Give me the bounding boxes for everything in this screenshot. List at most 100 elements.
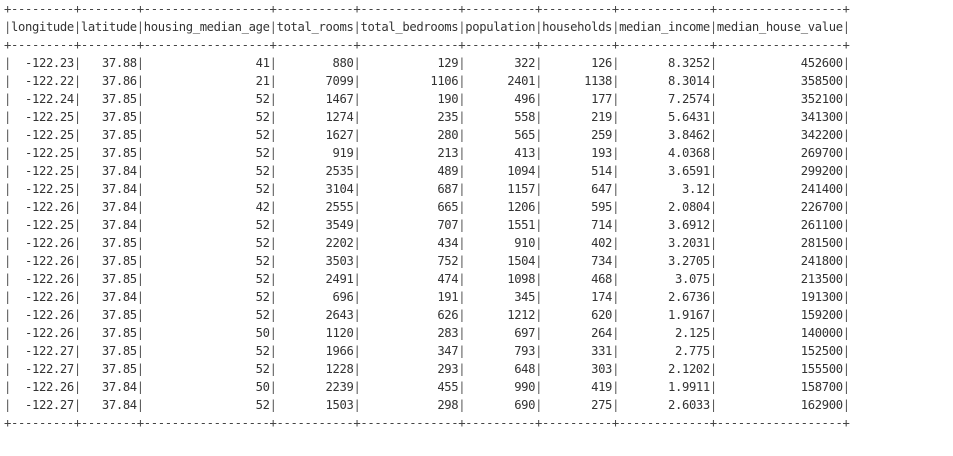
- table-row: | -122.27| 37.85| 52| 1228| 293| 648| 30…: [4, 360, 850, 378]
- column-separator: |: [269, 200, 277, 214]
- table-cell: 241800: [716, 254, 843, 268]
- table-cell: 1551: [465, 218, 536, 232]
- column-separator: |: [4, 380, 11, 394]
- table-cell: 419: [542, 380, 613, 394]
- column-separator: |: [136, 254, 144, 268]
- table-cell: 697: [465, 326, 536, 340]
- column-separator: |: [136, 20, 144, 34]
- table-cell: 190: [360, 92, 459, 106]
- table-cell: 2401: [465, 74, 536, 88]
- table-cell: 3.2031: [619, 236, 710, 250]
- table-cell: -122.25: [11, 164, 74, 178]
- table-cell: -122.26: [11, 308, 74, 322]
- table-cell: 52: [143, 218, 270, 232]
- table-cell: 910: [465, 236, 536, 250]
- table-cell: 52: [143, 290, 270, 304]
- column-separator: |: [612, 92, 620, 106]
- column-separator: |: [353, 74, 361, 88]
- table-cell: 626: [360, 308, 459, 322]
- column-separator: |: [73, 398, 81, 412]
- table-cell: 690: [465, 398, 536, 412]
- column-separator: |: [269, 362, 277, 376]
- table-cell: 3.6591: [619, 164, 710, 178]
- column-separator: |: [269, 20, 277, 34]
- column-separator: |: [353, 344, 361, 358]
- table-cell: 514: [542, 164, 613, 178]
- table-cell: 665: [360, 200, 459, 214]
- table-row: | -122.22| 37.86| 21| 7099| 1106| 2401| …: [4, 72, 850, 90]
- table-row: | -122.26| 37.85| 50| 1120| 283| 697| 26…: [4, 324, 850, 342]
- table-cell: 155500: [716, 362, 843, 376]
- column-separator: |: [73, 92, 81, 106]
- table-cell: 7.2574: [619, 92, 710, 106]
- column-separator: |: [269, 164, 277, 178]
- table-cell: 174: [542, 290, 613, 304]
- column-separator: |: [535, 92, 543, 106]
- table-cell: 37.86: [80, 74, 137, 88]
- column-separator: |: [612, 218, 620, 232]
- table-cell: 2.0804: [619, 200, 710, 214]
- column-separator: |: [709, 326, 717, 340]
- column-separator: |: [842, 236, 850, 250]
- column-separator: |: [4, 362, 11, 376]
- table-cell: 37.85: [80, 92, 137, 106]
- table-cell: 37.84: [80, 290, 137, 304]
- table-row: | -122.27| 37.85| 52| 1966| 347| 793| 33…: [4, 342, 850, 360]
- table-cell: 402: [542, 236, 613, 250]
- column-separator: |: [136, 56, 144, 70]
- column-separator: |: [4, 254, 11, 268]
- table-cell: 37.84: [80, 164, 137, 178]
- column-separator: |: [73, 272, 81, 286]
- table-cell: 558: [465, 110, 536, 124]
- table-row: | -122.23| 37.88| 41| 880| 129| 322| 126…: [4, 54, 850, 72]
- table-cell: 3549: [276, 218, 354, 232]
- table-cell: 595: [542, 200, 613, 214]
- table-cell: 714: [542, 218, 613, 232]
- table-cell: 2239: [276, 380, 354, 394]
- table-cell: 1503: [276, 398, 354, 412]
- table-cell: 37.85: [80, 362, 137, 376]
- column-separator: |: [709, 272, 717, 286]
- table-border: +---------+--------+------------------+-…: [4, 2, 850, 16]
- column-separator: |: [73, 362, 81, 376]
- table-cell: 331: [542, 344, 613, 358]
- column-header: population: [465, 20, 536, 34]
- table-cell: 37.85: [80, 110, 137, 124]
- column-separator: |: [842, 164, 850, 178]
- column-separator: |: [136, 326, 144, 340]
- table-cell: 241400: [716, 182, 843, 196]
- column-separator: |: [353, 128, 361, 142]
- table-border: +---------+--------+------------------+-…: [4, 416, 850, 430]
- table-cell: 352100: [716, 92, 843, 106]
- column-header: median_house_value: [716, 20, 843, 34]
- table-cell: 1120: [276, 326, 354, 340]
- column-separator: |: [269, 182, 277, 196]
- column-separator: |: [709, 398, 717, 412]
- table-cell: 342200: [716, 128, 843, 142]
- table-cell: 345: [465, 290, 536, 304]
- table-cell: 5.6431: [619, 110, 710, 124]
- table-cell: 158700: [716, 380, 843, 394]
- column-separator: |: [269, 236, 277, 250]
- column-separator: |: [612, 236, 620, 250]
- table-cell: 37.85: [80, 128, 137, 142]
- column-separator: |: [458, 200, 466, 214]
- column-separator: |: [73, 128, 81, 142]
- column-separator: |: [535, 272, 543, 286]
- column-separator: |: [535, 128, 543, 142]
- column-separator: |: [842, 326, 850, 340]
- column-separator: |: [709, 218, 717, 232]
- column-separator: |: [709, 20, 717, 34]
- table-cell: 752: [360, 254, 459, 268]
- table-row: | -122.25| 37.84| 52| 2535| 489| 1094| 5…: [4, 162, 850, 180]
- column-separator: |: [4, 20, 11, 34]
- table-cell: 41: [143, 56, 270, 70]
- table-cell: 52: [143, 110, 270, 124]
- table-cell: -122.25: [11, 146, 74, 160]
- column-separator: |: [353, 362, 361, 376]
- table-cell: 2643: [276, 308, 354, 322]
- table-cell: 264: [542, 326, 613, 340]
- column-separator: |: [4, 128, 11, 142]
- column-separator: |: [709, 74, 717, 88]
- column-separator: |: [535, 398, 543, 412]
